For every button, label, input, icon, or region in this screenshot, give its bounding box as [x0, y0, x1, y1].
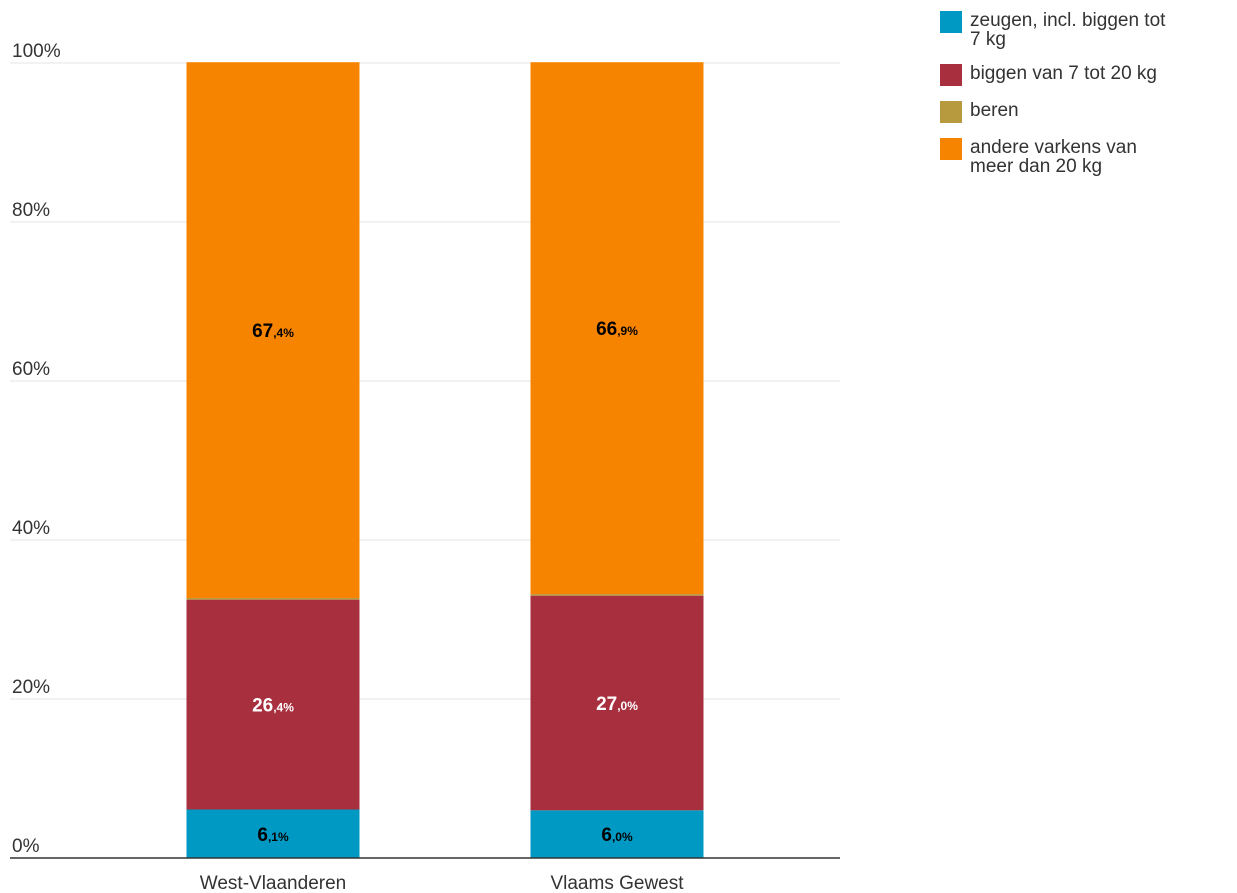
x-category-label: West-Vlaanderen — [200, 873, 346, 893]
y-tick-label: 100% — [12, 41, 61, 62]
legend-item: beren — [940, 98, 1235, 123]
data-label: 6,0% — [601, 825, 633, 846]
y-axis: 0% 20% 40% 60% 80% 100% — [12, 41, 61, 857]
bars — [186, 62, 704, 858]
legend-item: zeugen, incl. biggen tot 7 kg — [940, 8, 1235, 49]
x-axis: West-Vlaanderen Vlaams Gewest — [10, 857, 840, 893]
legend-swatch — [940, 138, 962, 160]
legend-swatch — [940, 101, 962, 123]
bar-segment — [186, 598, 360, 600]
bar-segment — [186, 62, 360, 599]
legend-item: biggen van 7 tot 20 kg — [940, 61, 1235, 86]
bar-segment — [186, 809, 360, 858]
bar-segment — [186, 599, 360, 810]
data-label: 27,0% — [596, 694, 638, 715]
legend-swatch — [940, 64, 962, 86]
data-label: 66,9% — [596, 319, 638, 340]
y-tick-label: 80% — [12, 200, 50, 221]
legend-label: andere varkens van meer dan 20 kg — [970, 137, 1137, 177]
bar-segment — [530, 62, 704, 595]
y-tick-label: 60% — [12, 359, 50, 380]
legend-label: biggen van 7 tot 20 kg — [970, 63, 1157, 84]
legend-swatch — [940, 11, 962, 33]
y-tick-label: 40% — [12, 518, 50, 539]
y-tick-label: 0% — [12, 836, 40, 857]
gridlines — [10, 62, 840, 700]
legend-label: beren — [970, 100, 1019, 121]
legend: zeugen, incl. biggen tot 7 kg biggen van 7… — [940, 8, 1235, 188]
bar-segment — [530, 595, 704, 811]
data-label: 67,4% — [252, 321, 294, 342]
y-tick-label: 20% — [12, 677, 50, 698]
data-label: 26,4% — [252, 696, 294, 717]
bar-segment — [530, 810, 704, 858]
legend-item: andere varkens van meer dan 20 kg — [940, 135, 1235, 176]
data-label: 6,1% — [257, 825, 289, 846]
legend-label: zeugen, incl. biggen tot 7 kg — [970, 10, 1166, 50]
x-category-label: Vlaams Gewest — [550, 873, 684, 893]
bar-segment — [530, 594, 704, 596]
data-labels: 6,1% 26,4% 67,4% 6,0% 27,0% 66,9% — [252, 319, 638, 846]
